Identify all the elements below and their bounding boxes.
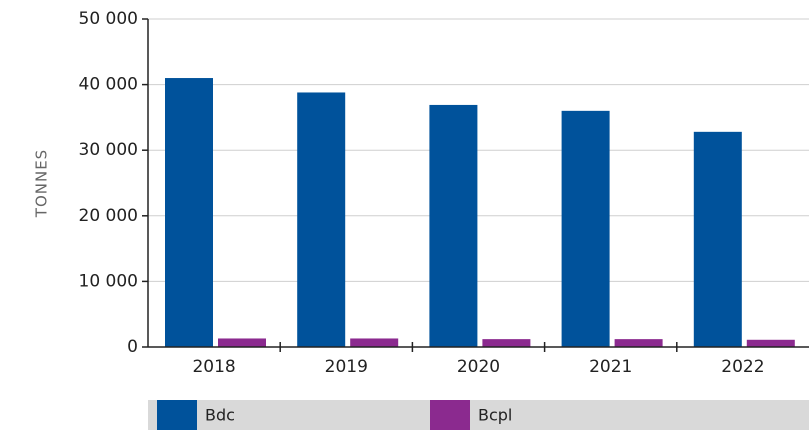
y-tick-label: 50 000 [79,9,138,29]
bar [297,92,346,347]
bar [350,338,399,347]
legend-swatch [157,400,197,430]
y-tick-label: 40 000 [79,75,138,95]
bar [165,78,213,347]
y-tick-label: 30 000 [79,140,138,160]
bar [614,339,663,347]
bar [482,339,531,347]
x-tick-label: 2022 [721,357,764,377]
bar [693,131,742,347]
y-axis-label: TONNES [33,149,51,218]
legend-swatch [430,400,470,430]
x-tick-label: 2019 [325,357,368,377]
legend-label: Bcpl [478,406,512,425]
legend-background [148,400,809,430]
bar [746,339,795,347]
y-tick-label: 20 000 [79,206,138,226]
y-tick-label: 10 000 [79,271,138,291]
y-tick-label: 0 [127,337,138,357]
x-tick-label: 2018 [192,357,235,377]
bar [429,104,478,347]
x-tick-label: 2020 [457,357,500,377]
x-tick-label: 2021 [589,357,632,377]
bar [561,110,610,347]
legend-label: Bdc [205,406,235,425]
bar [218,338,266,347]
